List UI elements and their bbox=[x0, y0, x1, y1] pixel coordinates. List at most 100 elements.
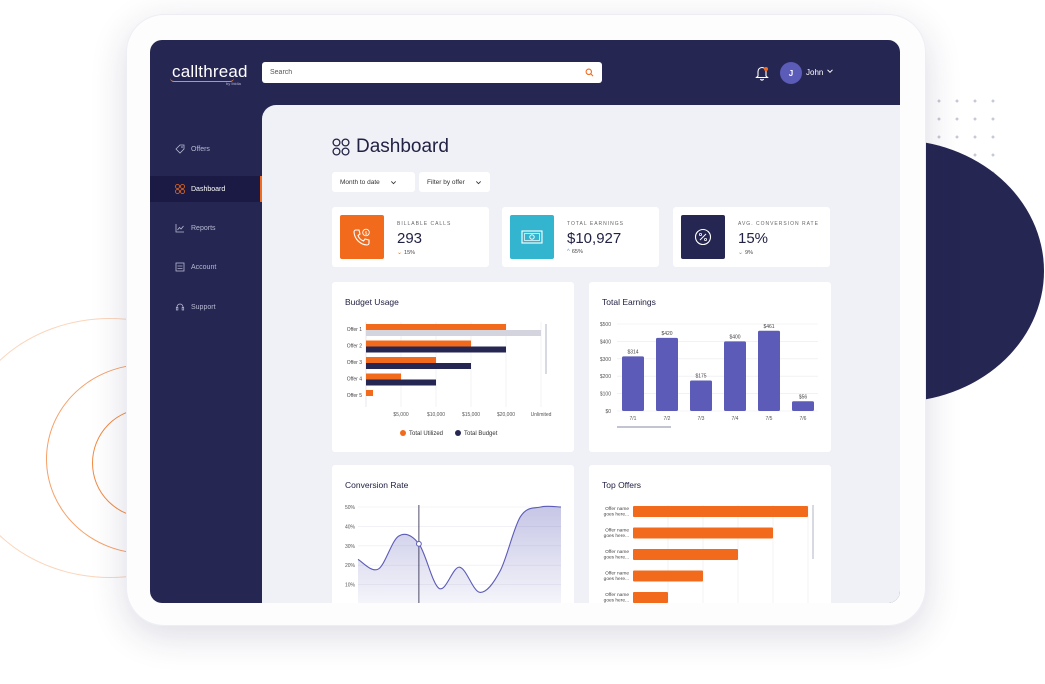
arrow-down-icon: ⌄ bbox=[397, 250, 403, 256]
y-tick-label: $500 bbox=[600, 322, 611, 328]
app-logo: callthread bbox=[172, 62, 248, 81]
earnings-bar bbox=[724, 341, 746, 411]
top-offers-card: Top Offers Offer name goes here... Offer n… bbox=[589, 465, 831, 603]
label-line: goes here... bbox=[604, 555, 629, 561]
kpi-value: $10,927 bbox=[567, 230, 622, 247]
data-label: $175 bbox=[695, 374, 706, 380]
avatar[interactable]: J bbox=[780, 62, 802, 84]
kpi-value: 293 bbox=[397, 230, 423, 247]
budget-bar bbox=[366, 330, 541, 336]
app-screen: callthread by Ibidia J John Offers Dashb… bbox=[150, 40, 900, 603]
percent-icon bbox=[681, 215, 725, 259]
x-tick-label: 7/6 bbox=[800, 416, 807, 422]
kpi-card-total-earnings: TOTAL EARNINGS $10,927 ^ 65% bbox=[502, 207, 659, 267]
date-filter-select[interactable]: Month to date bbox=[332, 172, 415, 192]
data-label: $314 bbox=[627, 349, 638, 355]
x-tick-label: $20,000 bbox=[497, 412, 515, 418]
search-input[interactable] bbox=[270, 69, 585, 76]
sidebar-item-offers[interactable]: Offers bbox=[150, 136, 262, 162]
sidebar-item-label: Account bbox=[191, 263, 217, 271]
svg-text:$: $ bbox=[365, 230, 368, 235]
total-earnings-chart: $0 $100 $200 $300 $400 $500 $314 7/1 $420 7/2 $175… bbox=[600, 322, 818, 428]
label-line: Offer name bbox=[605, 506, 629, 512]
earnings-bar bbox=[758, 330, 780, 411]
chart-title: Top Offers bbox=[602, 480, 642, 490]
budget-bar bbox=[366, 346, 506, 353]
label-line: Offer name bbox=[605, 571, 629, 577]
kpi-delta-value: 65% bbox=[571, 249, 583, 255]
offer-bar bbox=[633, 592, 668, 603]
date-filter-value: Month to date bbox=[340, 178, 380, 186]
y-tick-label: 50% bbox=[345, 505, 356, 511]
data-label: $56 bbox=[799, 394, 808, 400]
x-tick-label: $15,000 bbox=[462, 412, 480, 418]
kpi-label: TOTAL EARNINGS bbox=[567, 221, 624, 227]
top-offers-chart: Offer name goes here...Offer name goes her… bbox=[604, 505, 814, 603]
utilized-bar bbox=[366, 357, 436, 363]
y-tick-label: $400 bbox=[600, 339, 611, 345]
y-tick-label: Offer 3 bbox=[347, 360, 362, 366]
x-tick-label: $10,000 bbox=[427, 412, 445, 418]
kpi-card-billable-calls: $ BILLABLE CALLS 293 ⌄ 15% bbox=[332, 207, 489, 267]
y-tick-label: $200 bbox=[600, 374, 611, 380]
kpi-label: AVG. CONVERSION RATE bbox=[738, 221, 819, 227]
conversion-rate-card: Conversion Rate 10% 20% 30% 40% 50% bbox=[332, 465, 574, 603]
chart-icon bbox=[175, 224, 184, 233]
legend-item: Total Budget bbox=[455, 430, 497, 437]
y-tick-label: Offer name goes here... bbox=[604, 571, 630, 583]
sidebar-item-support[interactable]: Support bbox=[150, 294, 262, 320]
sidebar-item-dashboard[interactable]: Dashboard bbox=[150, 176, 262, 202]
y-tick-label: Offer name goes here... bbox=[604, 592, 630, 603]
total-earnings-card: Total Earnings $0 $100 $200 $300 $400 $500 $31… bbox=[589, 282, 831, 452]
grid-icon bbox=[175, 184, 185, 194]
label-line: Offer name bbox=[605, 549, 629, 555]
earnings-bar bbox=[690, 380, 712, 411]
x-tick-label: Unlimited bbox=[531, 412, 552, 418]
chevron-down-icon[interactable] bbox=[826, 67, 834, 75]
legend-label: Total Budget bbox=[464, 431, 498, 437]
chevron-down-icon bbox=[390, 180, 396, 184]
kpi-delta: ⌄ 9% bbox=[738, 249, 753, 256]
search-bar bbox=[262, 62, 602, 83]
conversion-rate-chart: 10% 20% 30% 40% 50% bbox=[345, 505, 562, 603]
y-tick-label: 10% bbox=[345, 583, 356, 589]
budget-usage-card: Budget Usage $5,000 $10,000 $15,000 $20,000… bbox=[332, 282, 574, 452]
chart-title: Budget Usage bbox=[345, 297, 399, 307]
offer-bar bbox=[633, 506, 808, 517]
y-tick-label: Offer 5 bbox=[347, 393, 362, 399]
chevron-down-icon bbox=[475, 180, 481, 184]
bell-icon[interactable] bbox=[754, 64, 770, 82]
x-tick-label: 7/3 bbox=[698, 416, 705, 422]
kpi-delta-value: 9% bbox=[745, 250, 753, 256]
logo-subtitle: by Ibidia bbox=[226, 81, 241, 86]
tag-icon bbox=[175, 144, 185, 154]
conversion-line bbox=[357, 505, 562, 593]
data-label: $461 bbox=[763, 324, 774, 330]
user-name[interactable]: John bbox=[806, 68, 824, 77]
kpi-value: 15% bbox=[738, 230, 769, 247]
y-tick-label: Offer name goes here... bbox=[604, 549, 630, 561]
offer-bar bbox=[633, 527, 773, 539]
y-tick-label: Offer 1 bbox=[347, 327, 362, 333]
x-tick-label: $5,000 bbox=[393, 412, 409, 418]
kpi-label: BILLABLE CALLS bbox=[397, 221, 452, 227]
main-content: Dashboard Month to date Filter by offer … bbox=[262, 105, 900, 603]
sliders-icon bbox=[175, 262, 185, 272]
y-tick-label: Offer 4 bbox=[347, 377, 362, 383]
earnings-bar bbox=[792, 401, 814, 411]
sidebar-item-account[interactable]: Account bbox=[150, 254, 262, 280]
utilized-bar bbox=[366, 324, 506, 330]
label-line: goes here... bbox=[604, 512, 629, 518]
utilized-bar bbox=[366, 340, 471, 347]
search-icon[interactable] bbox=[585, 68, 594, 77]
y-tick-label: $300 bbox=[600, 357, 611, 363]
sidebar-item-reports[interactable]: Reports bbox=[150, 215, 262, 241]
sidebar-item-label: Reports bbox=[191, 224, 216, 232]
sidebar-item-label: Offers bbox=[191, 145, 210, 153]
budget-bar bbox=[366, 379, 436, 386]
offer-filter-select[interactable]: Filter by offer bbox=[419, 172, 490, 192]
page-title: Dashboard bbox=[356, 136, 449, 157]
chart-legend: Total Utilized Total Budget bbox=[400, 430, 497, 437]
y-tick-label: Offer name goes here... bbox=[604, 506, 630, 518]
